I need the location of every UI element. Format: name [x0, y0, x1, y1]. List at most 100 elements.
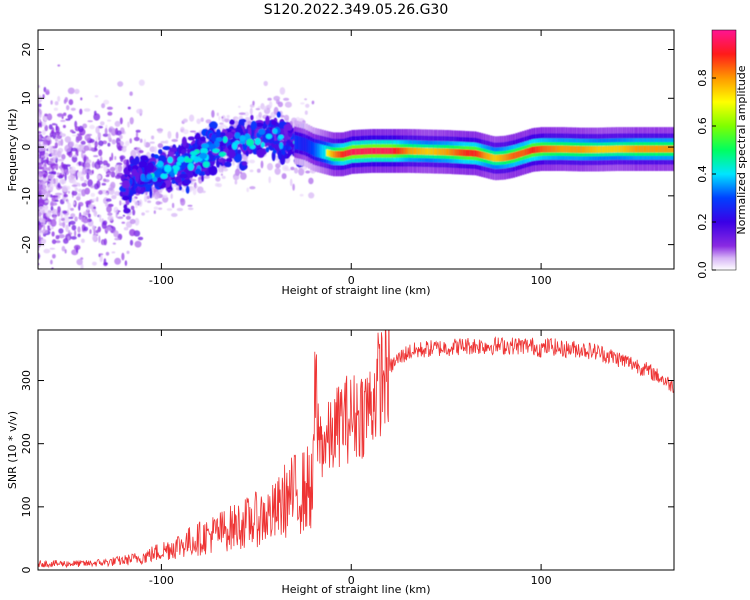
spectrogram-ridge-cell — [524, 148, 527, 156]
spectrogram-x-tick-label: 0 — [348, 274, 355, 287]
spectrogram-noise-blob — [41, 229, 48, 234]
spectrogram-noise-blob — [245, 117, 251, 121]
spectrogram-noise-blob — [55, 138, 59, 142]
spectrogram-noise-blob — [105, 198, 112, 202]
spectrogram-noise-blob — [75, 136, 80, 143]
spectrogram-noise-blob — [153, 210, 156, 215]
spectrogram-noise-blob — [50, 259, 53, 265]
spectrogram-noise-blob — [263, 80, 268, 87]
spectrogram-noise-blob — [55, 235, 60, 240]
spectrogram-noise-blob — [52, 172, 57, 175]
spectrogram-noise-blob — [107, 119, 112, 122]
spectrogram-ridge-cell — [305, 138, 308, 153]
spectrogram-xlabel: Height of straight line (km) — [281, 284, 430, 297]
spectrogram-peak — [152, 176, 158, 182]
spectrogram-noise-blob — [62, 124, 66, 129]
spectrogram-noise-blob — [90, 192, 96, 197]
snr-marks — [38, 330, 674, 569]
colorbar-label: Normalized spectral amplitude — [735, 65, 748, 234]
spectrogram-ridge-cell — [358, 148, 361, 155]
spectrogram-y-tick-label: -20 — [20, 236, 33, 254]
spectrogram-blob — [241, 161, 248, 166]
spectrogram-noise-blob — [74, 187, 79, 192]
spectrogram-noise-blob — [189, 130, 196, 133]
spectrogram-noise-blob — [70, 107, 76, 111]
spectrogram-noise-blob — [135, 131, 139, 138]
spectrogram-noise-blob — [91, 169, 94, 174]
spectrogram-ridge-cell — [378, 147, 381, 155]
spectrogram-ridge-cell — [312, 142, 315, 156]
spectrogram-noise-blob — [103, 165, 108, 173]
spectrogram-noise-blob — [129, 138, 132, 144]
spectrogram-noise-blob — [187, 204, 193, 207]
spectrogram-noise-blob — [80, 176, 84, 182]
spectrogram-ridge-cell — [510, 152, 513, 160]
spectrogram-blob — [149, 187, 153, 199]
spectrogram-noise-blob — [70, 236, 77, 240]
spectrogram-noise-blob — [267, 163, 273, 171]
spectrogram-ridge-cell — [426, 148, 429, 155]
spectrogram-noise-blob — [60, 212, 63, 219]
spectrogram-noise-blob — [78, 161, 82, 167]
spectrogram-noise-blob — [279, 87, 286, 95]
spectrogram-noise-blob — [105, 192, 108, 196]
spectrogram-ridge-cell — [579, 146, 582, 153]
spectrogram-noise-blob — [72, 180, 78, 189]
spectrogram-noise-blob — [38, 116, 41, 122]
spectrogram-ridge-cell — [342, 150, 345, 158]
spectrogram-noise-blob — [67, 236, 70, 241]
spectrogram-blob — [216, 128, 221, 138]
spectrogram-noise-blob — [110, 171, 116, 178]
spectrogram-noise-blob — [240, 172, 247, 180]
spectrogram-peak — [140, 173, 146, 182]
spectrogram-noise-blob — [277, 101, 283, 108]
spectrogram-blob — [150, 153, 155, 158]
spectrogram-ridge-cell — [326, 149, 329, 157]
spectrogram-blob — [271, 120, 277, 126]
spectrogram-noise-blob — [129, 218, 136, 225]
spectrogram-ridge-cell — [499, 154, 502, 162]
spectrogram-noise-blob — [72, 154, 78, 157]
spectrogram-noise-blob — [110, 181, 116, 189]
spectrogram-noise-blob — [58, 228, 64, 234]
spectrogram-noise-blob — [45, 211, 52, 218]
spectrogram-ridge-cell — [460, 149, 463, 157]
spectrogram-noise-blob — [107, 133, 111, 141]
spectrogram-noise-blob — [196, 118, 201, 125]
spectrogram-noise-blob — [61, 245, 66, 252]
spectrogram-ridge-cell — [458, 149, 461, 156]
spectrogram-ridge-cell — [611, 145, 614, 153]
spectrogram-noise-blob — [292, 183, 295, 191]
spectrogram-ridge-cell — [533, 146, 536, 154]
spectrogram-ridge-cell — [351, 148, 354, 156]
spectrogram-noise-blob — [47, 190, 51, 198]
spectrogram-noise-blob — [72, 134, 78, 137]
spectrogram-noise-blob — [58, 234, 65, 239]
spectrogram-ridge-cell — [346, 149, 349, 157]
spectrogram-noise-blob — [182, 129, 189, 135]
spectrogram-blob — [121, 196, 130, 201]
spectrogram-ridge-cell — [503, 154, 507, 161]
spectrogram-noise-blob — [71, 184, 78, 187]
spectrogram-blob — [285, 142, 289, 152]
spectrogram-noise-blob — [67, 114, 73, 120]
spectrogram-noise-blob — [43, 224, 46, 231]
spectrogram-noise-blob — [51, 123, 57, 126]
spectrogram-noise-blob — [103, 99, 110, 105]
spectrogram-noise-blob — [115, 212, 118, 218]
spectrogram-noise-blob — [98, 190, 103, 195]
spectrogram-noise-blob — [49, 132, 54, 138]
spectrogram-noise-blob — [93, 206, 96, 210]
spectrogram-noise-blob — [100, 121, 105, 126]
spectrogram-noise-blob — [83, 108, 91, 112]
spectrogram-noise-blob — [61, 185, 69, 193]
spectrogram-noise-blob — [189, 186, 195, 191]
spectrogram-ridge-cell — [636, 145, 639, 153]
spectrogram-blob — [229, 119, 235, 125]
spectrogram-noise-blob — [283, 97, 290, 101]
spectrogram-noise-blob — [165, 140, 169, 144]
spectrogram-ridge-cell — [462, 149, 466, 157]
spectrogram-noise-blob — [107, 215, 114, 221]
spectrogram-noise-blob — [113, 230, 119, 238]
spectrogram-noise-blob — [81, 182, 87, 187]
